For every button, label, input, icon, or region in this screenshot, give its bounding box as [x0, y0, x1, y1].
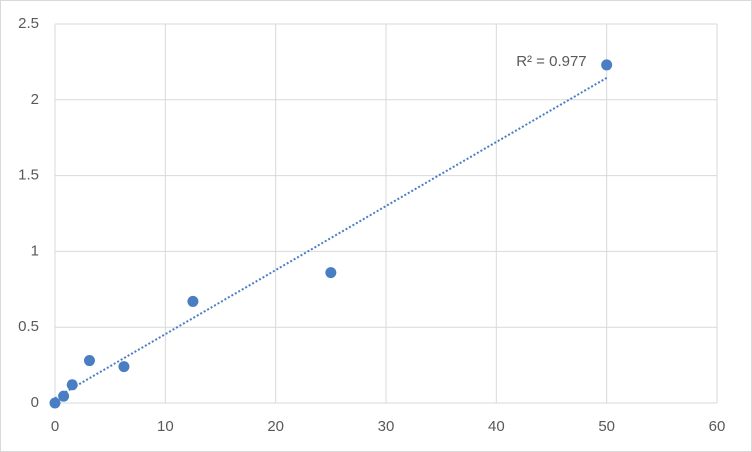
- x-tick-label: 10: [157, 418, 174, 435]
- x-tick-label: 20: [267, 418, 284, 435]
- y-tick-label: 0: [31, 394, 39, 411]
- point: [187, 295, 199, 307]
- point: [118, 361, 130, 373]
- y-tick-label: 0.5: [18, 318, 39, 335]
- point: [601, 59, 613, 71]
- point: [66, 379, 78, 391]
- x-tick-label: 30: [378, 418, 395, 435]
- x-tick-label: 60: [709, 418, 726, 435]
- y-tick-label: 1.5: [18, 167, 39, 184]
- y-tick-label: 2.5: [18, 15, 39, 32]
- y-tick-label: 1: [31, 242, 39, 259]
- trendline-label: R² = 0.977: [516, 53, 586, 70]
- y-tick-label: 2: [31, 91, 39, 108]
- point: [58, 390, 70, 402]
- x-tick-label: 0: [51, 418, 59, 435]
- x-tick-label: 50: [598, 418, 615, 435]
- point: [49, 397, 61, 409]
- point: [83, 355, 95, 367]
- point: [325, 267, 337, 279]
- x-tick-label: 40: [488, 418, 505, 435]
